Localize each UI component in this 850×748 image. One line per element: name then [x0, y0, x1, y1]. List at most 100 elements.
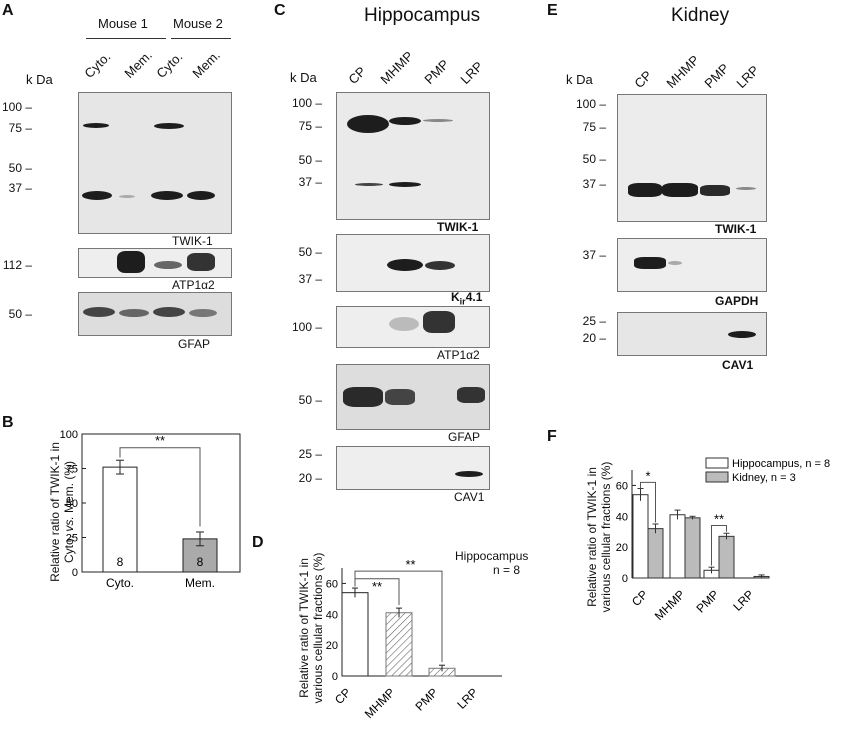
chart-f-xtick-label: LRP	[730, 587, 756, 613]
chart-b-xtick-label: Cyto.	[106, 576, 134, 590]
mouse2-line	[171, 38, 231, 39]
label-e-twik: TWIK-1	[715, 222, 757, 236]
panel-f-letter: F	[547, 428, 557, 445]
label-c-atp: ATP1α2	[437, 348, 480, 362]
chart-f-sig-label: **	[714, 512, 724, 527]
mw-c-100: 100 –	[291, 96, 322, 110]
chart-d-xtick-label: PMP	[412, 685, 440, 713]
chart-f-xtick-label: CP	[629, 587, 651, 609]
blot-c-twik	[336, 92, 490, 220]
chart-b-n-label: 8	[117, 555, 124, 569]
chart-f-legend-swatch	[705, 457, 729, 469]
panel-e-letter: E	[547, 2, 558, 19]
label-c-twik: TWIK-1	[437, 220, 479, 234]
chart-d-bar	[341, 592, 369, 677]
label-c-cav: CAV1	[454, 490, 485, 504]
lane-c-1: CP	[345, 63, 369, 87]
blot-a-twik	[78, 92, 232, 234]
chart-f-bar	[718, 535, 735, 579]
lane-c-3: PMP	[421, 56, 452, 87]
blot-a-gfap	[78, 292, 232, 336]
label-a-twik: TWIK-1	[172, 234, 213, 248]
blot-c-cav	[336, 446, 490, 490]
lane-a-4: Mem.	[189, 47, 223, 81]
lane-a-3: Cyto.	[153, 48, 186, 81]
chart-f-sig-label: *	[645, 468, 650, 483]
mw-c-75: 75 –	[298, 119, 322, 133]
chart-b-ytick-label: 75	[66, 464, 78, 476]
mw-c-50: 50 –	[298, 153, 322, 167]
label-c-gfap: GFAP	[448, 430, 481, 444]
lane-e-4: LRP	[733, 62, 762, 91]
blot-e-cav	[617, 312, 767, 356]
blot-a-atp	[78, 248, 232, 278]
chart-f-bar	[684, 517, 701, 579]
blot-e-gapdh	[617, 238, 767, 292]
chart-f-bar	[632, 494, 649, 579]
chart-f-sig-bracket	[711, 525, 727, 566]
lane-a-2: Mem.	[121, 47, 155, 81]
mw-c-cav-20: 20 –	[298, 471, 322, 485]
chart-b-ytick-label: 25	[66, 533, 78, 545]
kda-e: k Da	[566, 72, 593, 87]
mouse1-label: Mouse 1	[98, 16, 148, 31]
panel-d-letter: D	[252, 534, 264, 551]
lane-e-2: MHMP	[663, 52, 703, 91]
mw-e-50: 50 –	[582, 152, 606, 166]
panel-d-legend: Hippocampus n = 8	[455, 549, 529, 577]
mw-e-cav-20: 20 –	[582, 331, 606, 345]
lane-c-4: LRP	[457, 58, 486, 87]
chart-d-sig-bracket	[354, 570, 443, 663]
blot-c-gfap	[336, 364, 490, 430]
chart-d-sig-label: **	[405, 557, 415, 572]
chart-d-ytick-label: 40	[326, 609, 338, 621]
mw-a-75: 75 –	[8, 121, 32, 135]
chart-f-ytick-label: 40	[616, 511, 628, 523]
chart-d-xtick-label: LRP	[454, 685, 480, 711]
panel-c-letter: C	[274, 2, 286, 19]
mw-e-37: 37 –	[582, 177, 606, 191]
chart-f-ytick-label: 60	[616, 480, 628, 492]
mw-c-atp-100: 100 –	[291, 320, 322, 334]
chart-d-xtick-label: MHMP	[362, 685, 398, 720]
blot-c-kir	[336, 234, 490, 292]
kda-c: k Da	[290, 70, 317, 85]
chart-f-xtick-label: MHMP	[652, 587, 688, 620]
chart-f-bar	[647, 528, 664, 579]
chart-b-sig-label: **	[155, 433, 165, 448]
mw-c-37: 37 –	[298, 175, 322, 189]
chart-b-ytick-label: 50	[66, 498, 78, 510]
chart-d-ytick-label: 20	[326, 640, 338, 652]
chart-b-n-label: 8	[197, 555, 204, 569]
mouse2-label: Mouse 2	[173, 16, 223, 31]
kda-a: k Da	[26, 72, 53, 87]
chart-f-legend-swatch	[705, 471, 729, 483]
chart-d: 0 20 40 60 CP MHMP PMP LRP ** **	[326, 557, 502, 720]
panel-e-title: Kidney	[671, 5, 730, 26]
mw-c-kir-37: 37 –	[298, 272, 322, 286]
mw-a-37: 37 –	[8, 181, 32, 195]
chart-d-ytick-label: 0	[332, 671, 338, 683]
lane-c-2: MHMP	[377, 48, 417, 87]
chart-b: 0 25 50 75 100 8 Cyto. 8 Mem. **	[60, 429, 241, 590]
chart-b-ytick-label: 0	[72, 567, 78, 579]
mw-e-gapdh-37: 37 –	[582, 248, 606, 262]
label-a-atp: ATP1α2	[172, 278, 215, 292]
chart-f-legend-label: Hippocampus, n = 8	[732, 458, 830, 470]
lane-e-3: PMP	[701, 60, 732, 91]
panel-b-letter: B	[2, 414, 14, 431]
mw-c-cav-25: 25 –	[298, 447, 322, 461]
chart-d-ytick-label: 60	[326, 578, 338, 590]
blot-c-atp	[336, 306, 490, 348]
label-e-gapdh: GAPDH	[715, 294, 759, 308]
chart-f-ytick-label: 0	[622, 573, 628, 585]
chart-f-sig-bracket	[640, 481, 656, 523]
chart-f-legend-label: Kidney, n = 3	[732, 472, 796, 484]
mw-e-cav-25: 25 –	[582, 314, 606, 328]
label-e-cav: CAV1	[722, 358, 754, 372]
chart-b-sig-bracket	[119, 447, 201, 527]
mw-c-kir-50: 50 –	[298, 245, 322, 259]
lane-e-1: CP	[631, 67, 655, 91]
chart-d-bar	[385, 612, 413, 677]
